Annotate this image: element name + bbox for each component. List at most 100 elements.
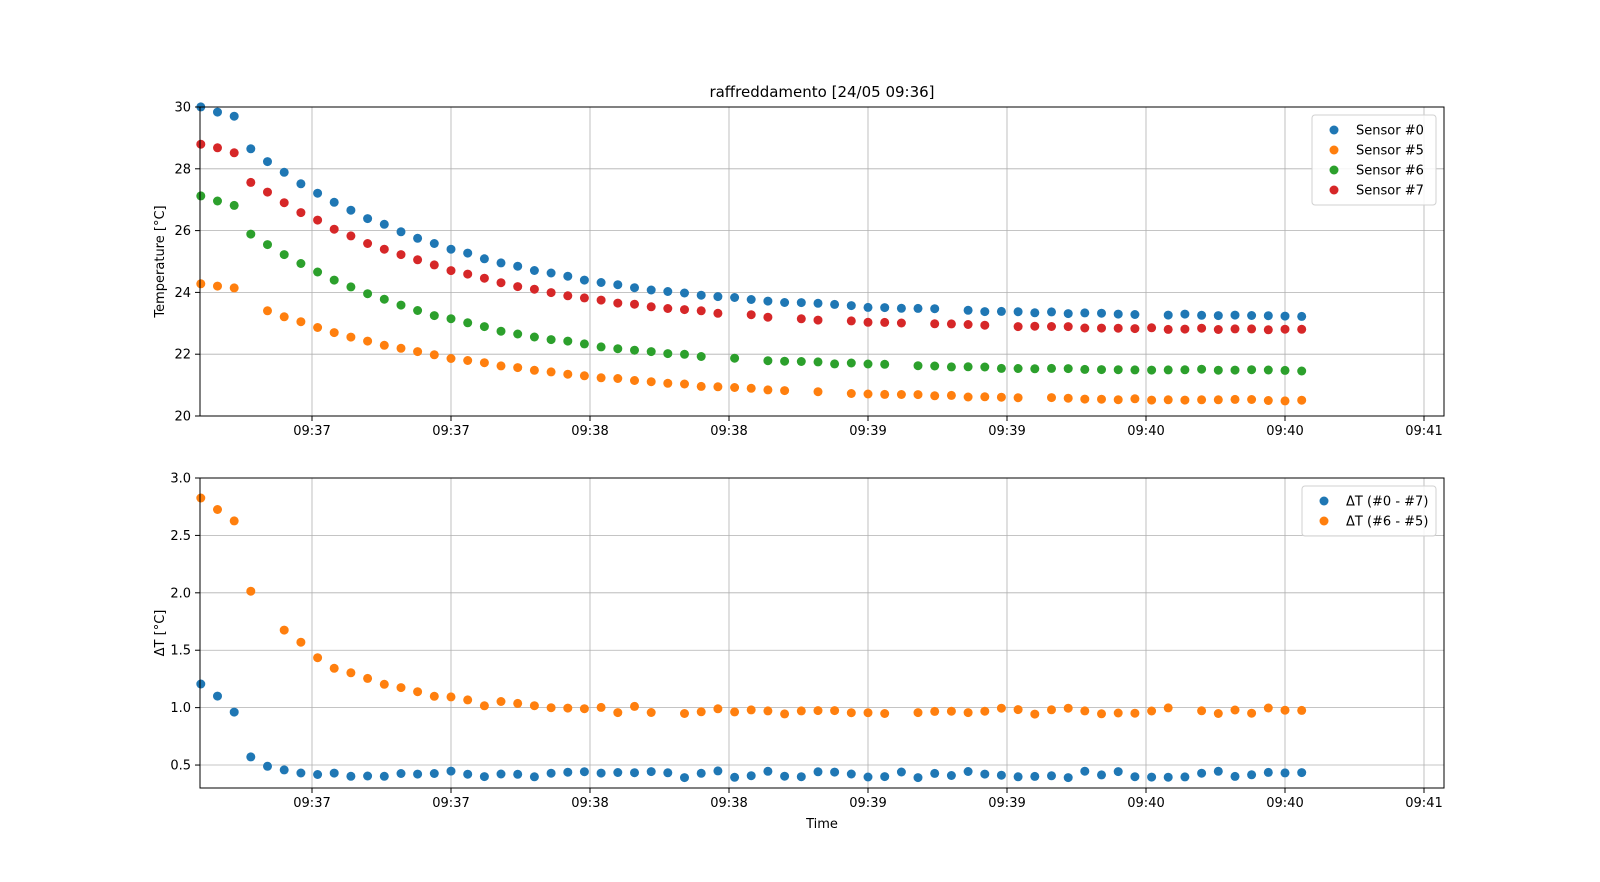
data-point (996, 770, 1006, 780)
x-tick-label: 09:41 (1405, 796, 1442, 811)
data-point (646, 302, 656, 312)
data-point (880, 303, 890, 313)
data-point (646, 347, 656, 357)
data-point (1130, 310, 1140, 319)
data-point (246, 144, 256, 154)
data-point (529, 365, 539, 375)
data-point (980, 307, 990, 317)
data-point (1197, 310, 1207, 320)
data-point (730, 353, 740, 363)
data-point (196, 139, 206, 149)
data-point (463, 318, 473, 328)
data-point (613, 344, 623, 354)
data-point (880, 359, 890, 369)
data-point (479, 273, 489, 283)
data-point (780, 386, 790, 396)
data-point (1180, 772, 1190, 782)
data-point (246, 586, 256, 596)
data-point (1213, 365, 1223, 375)
data-point (279, 198, 289, 208)
data-point (413, 687, 423, 697)
series-2 (196, 191, 1307, 376)
y-axis-label: Temperature [°C] (153, 205, 168, 318)
data-point (546, 335, 556, 345)
data-point (963, 392, 973, 402)
data-point (596, 295, 606, 305)
data-point (546, 703, 556, 713)
x-tick-label: 09:39 (988, 796, 1025, 811)
data-point (296, 179, 306, 189)
data-point (496, 769, 506, 779)
data-point (780, 771, 790, 781)
data-point (379, 771, 389, 781)
data-point (313, 267, 323, 277)
data-point (763, 356, 773, 366)
data-point (913, 708, 923, 718)
data-point (663, 287, 673, 296)
data-point (396, 343, 406, 353)
data-point (630, 345, 639, 355)
data-point (446, 766, 456, 776)
data-point (863, 302, 873, 312)
legend-label: Sensor #5 (1356, 144, 1424, 159)
data-point (946, 706, 956, 716)
data-point (1163, 324, 1173, 334)
data-point (1130, 324, 1140, 334)
data-point (1280, 365, 1290, 375)
data-point (1097, 365, 1106, 375)
legend-marker (1319, 516, 1329, 526)
data-point (1280, 311, 1290, 321)
data-point (1080, 323, 1090, 333)
data-point (546, 768, 556, 778)
data-point (1080, 766, 1090, 776)
x-tick-label: 09:40 (1127, 424, 1164, 439)
data-point (1113, 309, 1123, 319)
data-point (680, 773, 689, 783)
y-tick-label: 30 (174, 101, 191, 116)
data-point (713, 308, 723, 318)
data-point (363, 289, 373, 299)
x-ticks: 09:37 09:37 09:38 09:38 09:39 09:39 09:40 09:40… (293, 416, 1443, 439)
data-point (1247, 365, 1257, 375)
data-point (663, 349, 673, 359)
y-ticks: 0.5 1.0 1.5 2.0 2.5 3.0 (170, 472, 200, 774)
data-point (1047, 307, 1056, 317)
data-point (1213, 325, 1223, 334)
data-point (513, 282, 523, 292)
x-tick-label: 09:39 (849, 424, 886, 439)
legend-box (1301, 485, 1437, 537)
data-point (763, 766, 773, 776)
chart-title: raffreddamento [24/05 09:36] (709, 83, 934, 101)
data-point (896, 303, 906, 313)
data-point (713, 382, 723, 392)
data-point (1113, 323, 1123, 333)
data-point (1013, 322, 1023, 332)
data-point (279, 250, 289, 260)
data-point (763, 706, 773, 716)
data-point (196, 191, 206, 201)
data-point (796, 298, 806, 308)
data-point (963, 708, 973, 718)
legend: ΔT (#0 - #7) ΔT (#6 - #5) (1301, 485, 1437, 537)
data-point (1047, 705, 1056, 715)
series-1 (196, 493, 1307, 719)
data-point (1230, 705, 1240, 715)
data-point (946, 771, 956, 780)
data-point (579, 293, 589, 303)
data-point (646, 708, 656, 717)
data-point (579, 704, 589, 714)
data-point (813, 706, 823, 716)
data-point (1180, 395, 1190, 405)
data-point (1147, 772, 1157, 782)
data-point (1047, 363, 1056, 373)
x-tick-label: 09:38 (571, 424, 608, 439)
data-point (1297, 768, 1307, 778)
data-point (413, 255, 423, 265)
data-point (396, 227, 406, 237)
data-point (329, 224, 339, 234)
legend-label: ΔT (#6 - #5) (1346, 515, 1428, 530)
data-point (963, 305, 973, 315)
data-point (1163, 703, 1173, 713)
data-point (346, 231, 356, 241)
data-point (1263, 311, 1273, 321)
